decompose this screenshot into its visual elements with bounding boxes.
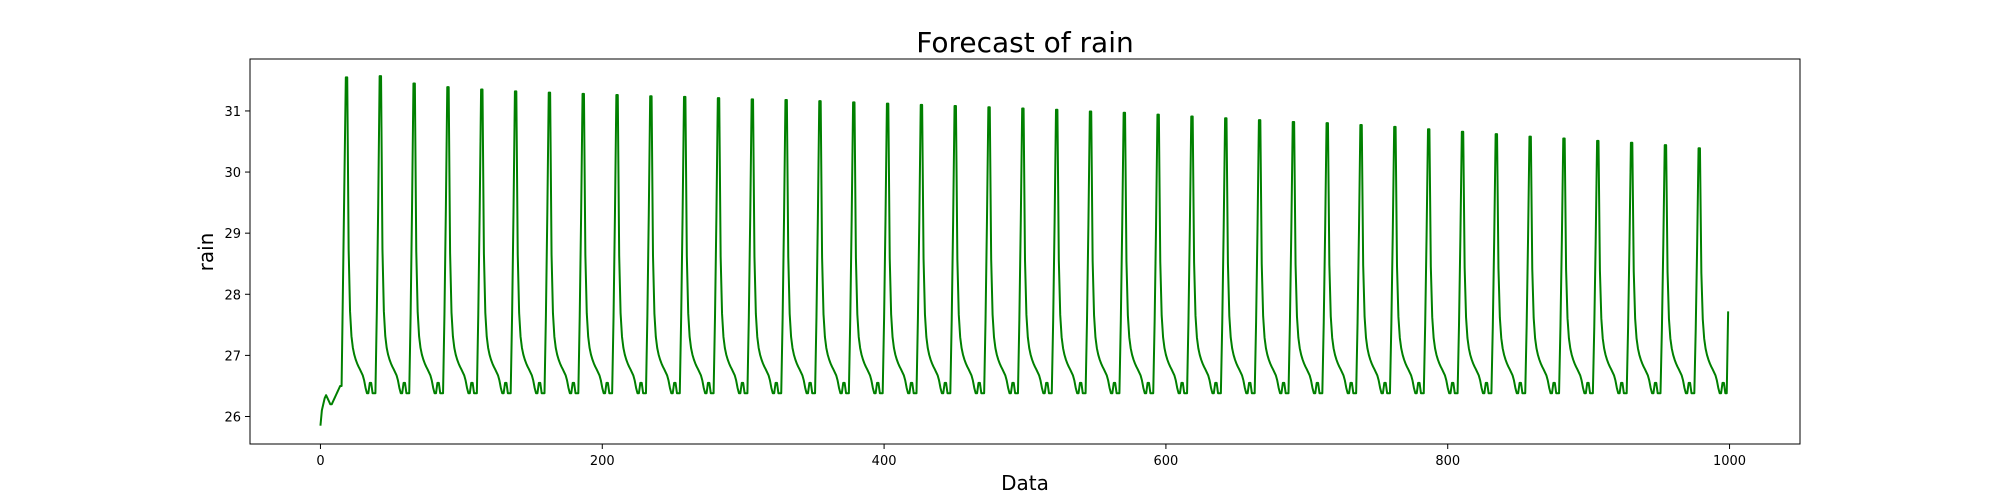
x-tick-label: 600 bbox=[1153, 454, 1178, 469]
x-axis: 0 200 400 600 800 1000 bbox=[316, 444, 1746, 469]
y-tick-label: 27 bbox=[224, 349, 241, 364]
x-axis-label: Data bbox=[1001, 471, 1049, 495]
y-tick-label: 30 bbox=[224, 166, 241, 181]
series-line-rain bbox=[319, 75, 1730, 426]
y-tick-label: 26 bbox=[224, 411, 241, 426]
chart-title: Forecast of rain bbox=[916, 26, 1133, 59]
x-tick-label: 800 bbox=[1435, 454, 1460, 469]
plot-frame bbox=[249, 58, 1801, 445]
y-axis: 26 27 28 29 30 31 bbox=[224, 105, 250, 426]
x-tick-label: 1000 bbox=[1713, 454, 1746, 469]
y-tick-label: 28 bbox=[224, 288, 241, 303]
y-axis-label: rain bbox=[194, 233, 218, 272]
y-tick-label: 29 bbox=[224, 227, 241, 242]
x-tick-label: 0 bbox=[316, 454, 324, 469]
plot-area bbox=[319, 75, 1730, 426]
x-tick-label: 200 bbox=[590, 454, 615, 469]
x-tick-label: 400 bbox=[872, 454, 897, 469]
y-tick-label: 31 bbox=[224, 105, 241, 120]
